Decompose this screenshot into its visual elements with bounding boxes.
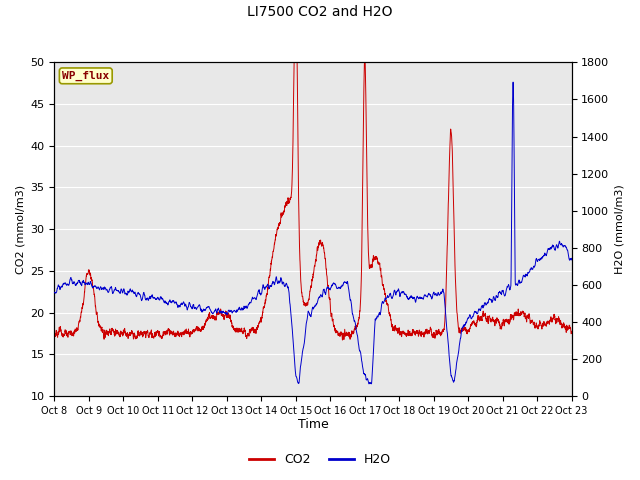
Y-axis label: CO2 (mmol/m3): CO2 (mmol/m3) [15, 185, 25, 274]
Text: WP_flux: WP_flux [62, 71, 109, 81]
Legend: CO2, H2O: CO2, H2O [244, 448, 396, 471]
Y-axis label: H2O (mmol/m3): H2O (mmol/m3) [615, 184, 625, 274]
Text: LI7500 CO2 and H2O: LI7500 CO2 and H2O [247, 5, 393, 19]
X-axis label: Time: Time [298, 419, 328, 432]
